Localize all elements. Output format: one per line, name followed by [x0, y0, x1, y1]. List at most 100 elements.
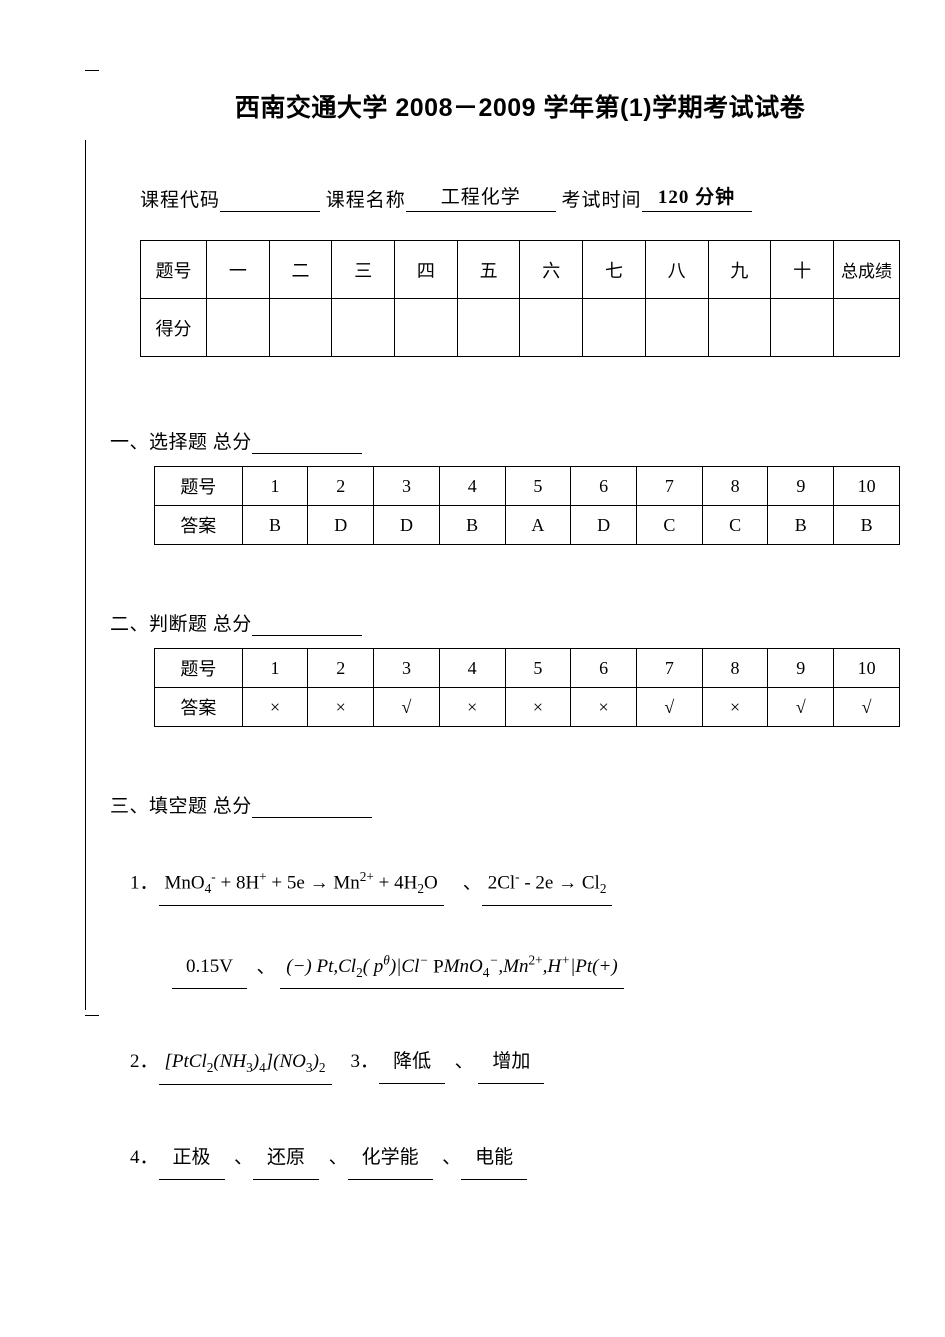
score-table: 题号 一 二 三 四 五 六 七 八 九 十 总成绩 得分 [140, 240, 900, 357]
page-content: 西南交通大学 2008－2009 学年第(1)学期考试试卷 课程代码 课程名称工… [140, 88, 900, 1180]
score-cell [207, 299, 270, 357]
cell: 9 [768, 467, 834, 506]
label-name: 课程名称 [326, 190, 406, 211]
q3-sep: 、 [455, 1051, 474, 1072]
table-row: 题号 12345678910 [155, 467, 900, 506]
q1-equation-1: MnO4- + 8H+ + 5e → Mn2+ + 4H2O [159, 864, 444, 906]
answer-cell: × [439, 688, 505, 727]
score-col: 二 [269, 241, 332, 299]
answer-cell: √ [374, 688, 440, 727]
course-info-line: 课程代码 课程名称工程化学 考试时间120 分钟 [140, 182, 900, 212]
binding-tick-bottom [85, 1015, 99, 1016]
cell: 4 [439, 467, 505, 506]
cell: 6 [571, 649, 637, 688]
cell: 1 [242, 649, 308, 688]
answer-cell: × [505, 688, 571, 727]
score-cell [457, 299, 520, 357]
q4-ans-a: 正极 [159, 1139, 225, 1180]
answer-cell: C [702, 506, 768, 545]
blank-time: 120 分钟 [642, 182, 752, 212]
answer-cell: B [834, 506, 900, 545]
section-3-header: 三、填空题 总分 [110, 791, 900, 818]
cell: 6 [571, 467, 637, 506]
q2-num: 2． [130, 1051, 159, 1072]
q1-equation-2: 2Cl- - 2e → Cl2 [482, 864, 613, 906]
score-col: 四 [395, 241, 458, 299]
score-col: 三 [332, 241, 395, 299]
question-1-line2: 0.15V 、 (−) Pt,Cl2( pθ)|Cl− PMnO4−,Mn2+,… [172, 948, 900, 990]
q1-cell-notation: (−) Pt,Cl2( pθ)|Cl− PMnO4−,Mn2+,H+|Pt(+) [280, 948, 623, 990]
score-col-label: 题号 [141, 241, 207, 299]
section-1-header: 一、选择题 总分 [110, 427, 900, 454]
cell: 5 [505, 467, 571, 506]
q4-ans-b: 还原 [253, 1139, 319, 1180]
answer-cell: × [571, 688, 637, 727]
answer-cell: × [308, 688, 374, 727]
score-cell [583, 299, 646, 357]
question-4: 4．正极 、还原 、化学能 、电能 [130, 1139, 900, 1180]
score-cell [645, 299, 708, 357]
cell: 5 [505, 649, 571, 688]
q1-sep: 、 [463, 872, 482, 893]
answer-cell: B [242, 506, 308, 545]
score-cell [834, 299, 900, 357]
score-col: 九 [708, 241, 771, 299]
answer-cell: √ [636, 688, 702, 727]
answer-cell: √ [834, 688, 900, 727]
score-col-total: 总成绩 [834, 241, 900, 299]
q4-sep: 、 [442, 1147, 461, 1168]
score-col: 五 [457, 241, 520, 299]
page-title: 西南交通大学 2008－2009 学年第(1)学期考试试卷 [140, 88, 900, 124]
score-cell [332, 299, 395, 357]
cell: 4 [439, 649, 505, 688]
score-table-value-row: 得分 [141, 299, 900, 357]
answer-cell: C [637, 506, 703, 545]
q4-sep: 、 [329, 1147, 348, 1168]
answer-cell: B [439, 506, 505, 545]
row-label: 答案 [155, 506, 243, 545]
score-cell [708, 299, 771, 357]
cell: 10 [834, 467, 900, 506]
row-label: 题号 [155, 649, 243, 688]
section-2-score-blank [252, 611, 362, 636]
cell: 9 [768, 649, 834, 688]
score-col: 八 [645, 241, 708, 299]
cell: 1 [242, 467, 308, 506]
answer-cell: √ [768, 688, 834, 727]
blank-name: 工程化学 [406, 182, 556, 212]
cell: 3 [374, 649, 440, 688]
q3-ans-b: 增加 [478, 1043, 544, 1084]
q2-formula: [PtCl2(NH3)4](NO3)2 [159, 1043, 332, 1084]
q4-ans-d: 电能 [461, 1139, 527, 1180]
row-label: 答案 [155, 688, 243, 727]
answer-cell: B [768, 506, 834, 545]
table-row: 题号 12345678910 [155, 649, 900, 688]
binding-tick-top [85, 70, 99, 71]
blank-code [220, 187, 320, 212]
cell: 2 [308, 649, 374, 688]
section-3-score-blank [252, 793, 372, 818]
score-cell [771, 299, 834, 357]
q1-value-voltage: 0.15V [172, 948, 247, 989]
cell: 10 [834, 649, 900, 688]
score-cell [269, 299, 332, 357]
q1-num: 1． [130, 872, 159, 893]
cell: 3 [374, 467, 440, 506]
q4-sep: 、 [234, 1147, 253, 1168]
cell: 7 [637, 467, 703, 506]
section-1-title: 一、选择题 总分 [110, 432, 252, 453]
score-row-label: 得分 [141, 299, 207, 357]
q4-ans-c: 化学能 [348, 1139, 433, 1180]
score-table-header-row: 题号 一 二 三 四 五 六 七 八 九 十 总成绩 [141, 241, 900, 299]
score-col: 一 [207, 241, 270, 299]
score-cell [395, 299, 458, 357]
cell: 8 [702, 467, 768, 506]
q3-ans-a: 降低 [379, 1043, 445, 1084]
binding-line [85, 140, 86, 1010]
q3-num: 3． [351, 1051, 380, 1072]
question-1: 1．MnO4- + 8H+ + 5e → Mn2+ + 4H2O 、2Cl- -… [130, 864, 900, 989]
row-label: 题号 [155, 467, 243, 506]
score-col: 七 [583, 241, 646, 299]
q1-sep2: 、 [256, 956, 275, 977]
answer-cell: D [308, 506, 374, 545]
